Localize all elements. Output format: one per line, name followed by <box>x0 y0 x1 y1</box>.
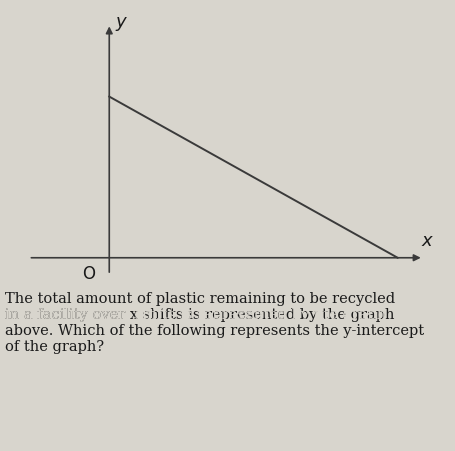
Text: The total amount of plastic remaining to be recycled
in a facility over x shifts: The total amount of plastic remaining to… <box>5 291 424 353</box>
Text: O: O <box>82 264 96 282</box>
Text: x: x <box>421 232 432 249</box>
Text: in a facility over  shifts is represented by the graph: in a facility over shifts is represented… <box>5 291 386 321</box>
Text: y: y <box>115 14 126 31</box>
